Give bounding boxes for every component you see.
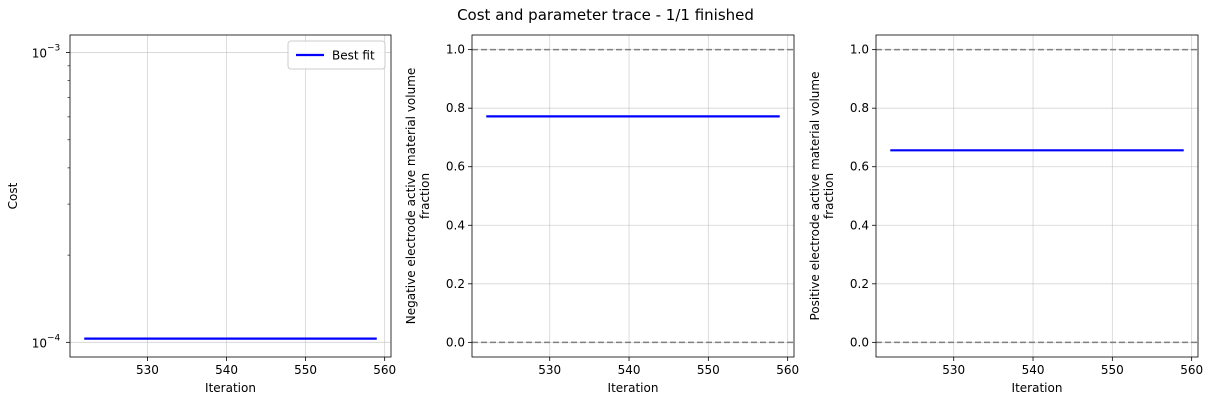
y-tick-label: 0.8	[850, 101, 869, 115]
negative-electrode-panel: 530 540 550 560 0.0 0.2 0.4 0.6 0.8 1.0 Iteration N…	[404, 34, 799, 395]
y-tick-label: 0.8	[446, 101, 465, 115]
x-tick-label: 540	[1022, 363, 1045, 377]
y-tick-label: 0.0	[850, 335, 869, 349]
y-tick-label: 0.6	[850, 160, 869, 174]
axes-frame	[69, 34, 392, 358]
positive-electrode-panel: 530 540 550 560 0.0 0.2 0.4 0.6 0.8 1.0 Iteration P…	[808, 34, 1203, 395]
x-axis-label: Iteration	[608, 381, 659, 395]
x-axis-label: Iteration	[1012, 381, 1063, 395]
y-tick-label: 0.4	[850, 218, 869, 232]
x-tick-label: 550	[294, 363, 317, 377]
x-axis-label: Iteration	[205, 381, 256, 395]
x-tick-label: 530	[136, 363, 159, 377]
x-tick-label: 550	[697, 363, 720, 377]
y-axis-label: Negative electrode active material volum…	[404, 68, 418, 325]
x-tick-label: 560	[373, 363, 396, 377]
axes-frame	[875, 34, 1199, 358]
y-axis-label: fraction	[418, 173, 432, 219]
legend: Best fit	[287, 40, 386, 70]
y-tick-label: 0.6	[446, 160, 465, 174]
figure-title: Cost and parameter trace - 1/1 finished	[457, 6, 754, 24]
cost-panel: 530 540 550 560 10−4 10−3 Iteration Cost Best fi…	[6, 34, 396, 395]
axes-frame	[471, 34, 795, 358]
y-tick-label: 1.0	[446, 43, 465, 57]
x-tick-label: 550	[1101, 363, 1124, 377]
y-tick-label: 0.4	[446, 218, 465, 232]
y-tick-label: 10−4	[32, 333, 61, 350]
y-tick-label: 0.2	[446, 277, 465, 291]
y-tick-label: 1.0	[850, 43, 869, 57]
x-tick-label: 560	[1180, 363, 1203, 377]
x-tick-label: 540	[215, 363, 238, 377]
x-tick-label: 560	[776, 363, 799, 377]
legend-label: Best fit	[332, 49, 375, 63]
y-tick-label: 0.2	[850, 277, 869, 291]
legend-box	[287, 40, 386, 70]
x-tick-label: 530	[538, 363, 561, 377]
y-axis-label: Cost	[6, 182, 20, 209]
y-axis-label: fraction	[822, 173, 836, 219]
y-tick-label: 10−3	[32, 44, 61, 61]
y-axis-label: Positive electrode active material volum…	[808, 72, 822, 321]
x-tick-label: 530	[942, 363, 965, 377]
y-tick-label: 0.0	[446, 335, 465, 349]
x-tick-label: 540	[618, 363, 641, 377]
